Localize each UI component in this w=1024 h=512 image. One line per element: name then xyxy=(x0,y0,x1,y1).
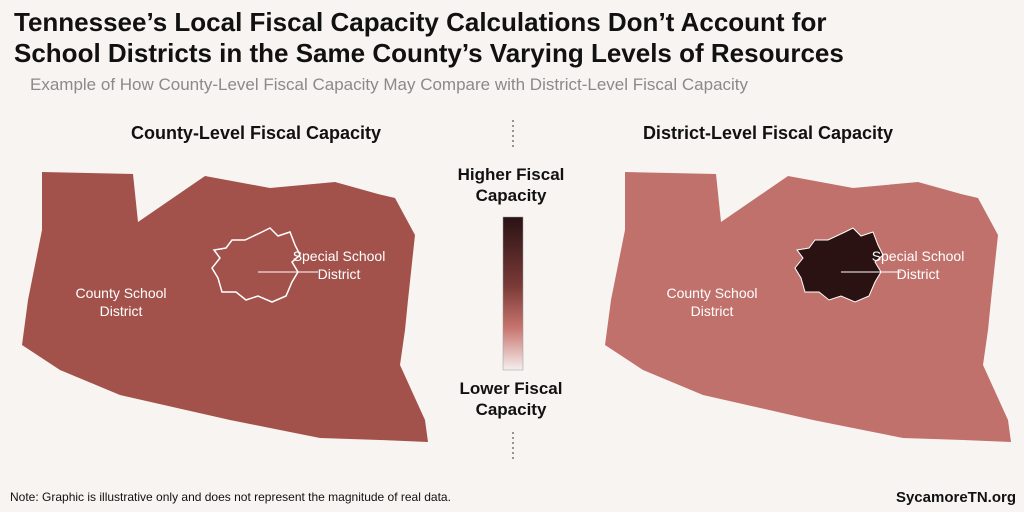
county-label: County School xyxy=(75,285,166,301)
county-map xyxy=(605,172,1011,442)
legend-high: Capacity xyxy=(476,186,547,205)
special-label: Special School xyxy=(872,248,965,264)
county-label: County School xyxy=(666,285,757,301)
county-map xyxy=(22,172,428,442)
special-label: Special School xyxy=(293,248,386,264)
title-line: Tennessee’s Local Fiscal Capacity Calcul… xyxy=(14,7,826,37)
title-line: School Districts in the Same County’s Va… xyxy=(14,38,844,68)
legend-low: Capacity xyxy=(476,400,547,419)
note: Note: Graphic is illustrative only and d… xyxy=(10,490,451,504)
county-label: District xyxy=(100,303,143,319)
panel-heading: County-Level Fiscal Capacity xyxy=(131,123,381,143)
legend-high: Higher Fiscal xyxy=(458,165,565,184)
subtitle: Example of How County-Level Fiscal Capac… xyxy=(30,75,749,94)
special-label: District xyxy=(897,266,940,282)
brand: SycamoreTN.org xyxy=(896,489,1016,506)
panel-heading: District-Level Fiscal Capacity xyxy=(643,123,893,143)
special-label: District xyxy=(318,266,361,282)
legend-low: Lower Fiscal xyxy=(460,379,563,398)
color-scale xyxy=(502,216,524,371)
county-label: District xyxy=(691,303,734,319)
